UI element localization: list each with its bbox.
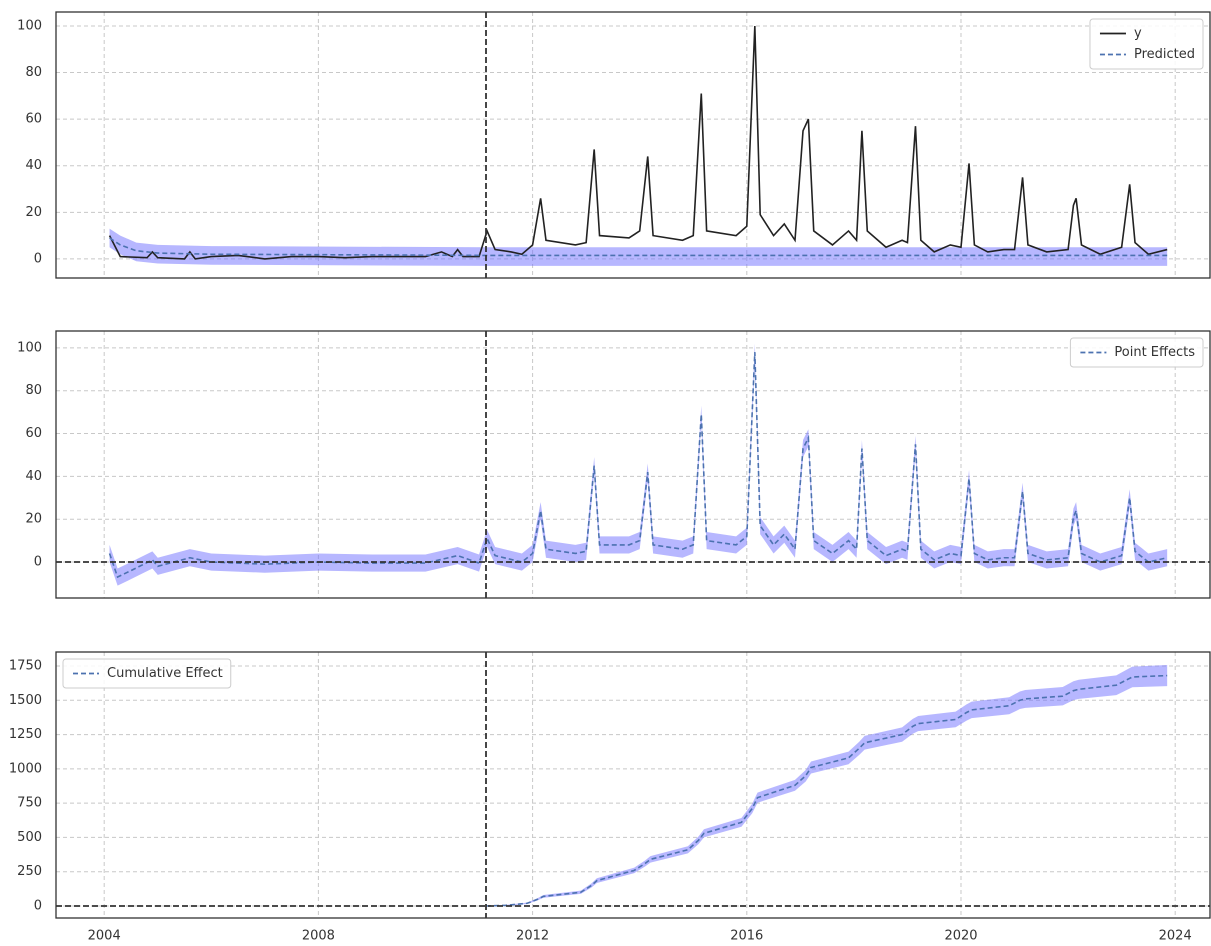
confidence-band <box>109 228 1168 266</box>
confidence-band <box>109 343 1168 586</box>
y-tick-label: 100 <box>17 340 42 355</box>
y-tick-label: 500 <box>17 830 42 845</box>
axes-frame <box>55 651 1211 919</box>
axes-frame <box>55 330 1211 599</box>
y-tick-label: 100 <box>17 18 42 33</box>
y-tick-label: 250 <box>17 864 42 879</box>
legend-box <box>1069 337 1204 368</box>
confidence-band <box>486 665 1168 906</box>
y-tick-label: 60 <box>25 112 42 127</box>
x-tick-label: 2012 <box>516 929 549 944</box>
x-tick-label: 2024 <box>1159 929 1192 944</box>
y-tick-label: 0 <box>34 898 42 913</box>
x-tick-label: 2008 <box>302 929 335 944</box>
y-tick-label: 750 <box>17 796 42 811</box>
y-tick-label: 60 <box>25 426 42 441</box>
y-tick-label: 80 <box>25 65 42 80</box>
y-tick-label: 40 <box>25 158 42 173</box>
x-tick-label: 2004 <box>88 929 121 944</box>
y-tick-label: 0 <box>34 251 42 266</box>
y-tick-label: 1750 <box>9 658 42 673</box>
y-tick-label: 40 <box>25 469 42 484</box>
x-tick-label: 2020 <box>944 929 977 944</box>
y-tick-label: 1500 <box>9 693 42 708</box>
y-tick-label: 80 <box>25 383 42 398</box>
series-line <box>485 674 1168 907</box>
legend-box <box>1089 18 1204 70</box>
axes-frame <box>55 11 1211 279</box>
y-tick-label: 1250 <box>9 727 42 742</box>
series-line <box>108 25 1168 260</box>
y-tick-label: 20 <box>25 512 42 527</box>
legend-label: Predicted <box>1134 47 1195 62</box>
legend-label: Point Effects <box>1114 345 1195 360</box>
legend-label: y <box>1134 26 1142 41</box>
y-tick-label: 20 <box>25 205 42 220</box>
legend-box <box>62 658 232 689</box>
x-tick-label: 2016 <box>730 929 763 944</box>
y-tick-label: 0 <box>34 555 42 570</box>
legend-label: Cumulative Effect <box>107 666 223 681</box>
y-tick-label: 1000 <box>9 761 42 776</box>
